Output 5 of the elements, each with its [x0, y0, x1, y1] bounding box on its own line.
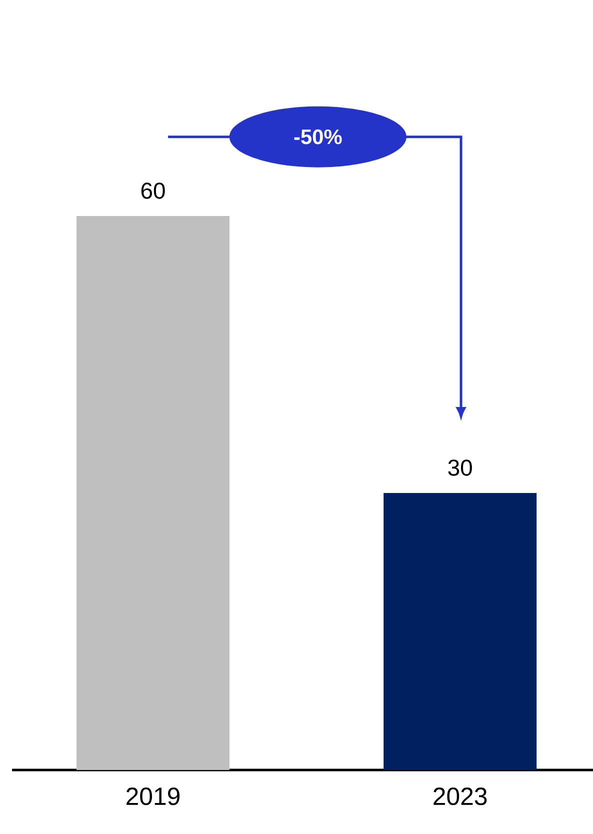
x-tick-label: 2019 [126, 788, 180, 806]
data-label: 30 [448, 460, 472, 476]
data-label: 60 [141, 182, 165, 199]
text: -50% [294, 129, 342, 144]
x-tick-label: 2023 [434, 788, 487, 806]
